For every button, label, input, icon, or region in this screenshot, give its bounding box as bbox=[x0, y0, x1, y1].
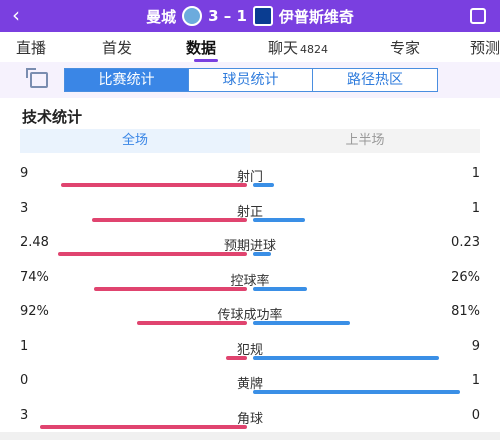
period-toggle: 全场 上半场 bbox=[20, 129, 480, 153]
stat-row: 92% 传球成功率 81% bbox=[0, 304, 500, 338]
away-stat-value: 1 bbox=[471, 373, 480, 388]
stat-row: 3 射正 1 bbox=[0, 201, 500, 235]
home-stat-bar bbox=[137, 321, 247, 325]
tab-expert[interactable]: 专家 bbox=[390, 39, 421, 57]
stat-name: 射门 bbox=[236, 170, 263, 185]
away-stat-value: 81% bbox=[451, 304, 480, 319]
home-stat-bar bbox=[94, 286, 247, 291]
home-stat-value: 92% bbox=[20, 304, 49, 319]
stat-row: 9 射门 1 bbox=[0, 166, 500, 200]
share-icon[interactable] bbox=[470, 8, 486, 24]
tab-stats[interactable]: 数据 bbox=[186, 39, 217, 57]
stat-row: 0 黄牌 1 bbox=[0, 373, 500, 407]
away-stat-value: 1 bbox=[471, 200, 480, 216]
home-stat-value: 9 bbox=[20, 166, 29, 181]
stat-row: 2.48 预期进球 0.23 bbox=[0, 235, 500, 269]
subtab-bar: 比赛统计 球员统计 路径热区 bbox=[0, 62, 500, 98]
stat-name: 射正 bbox=[236, 204, 263, 220]
home-stat-value: 3 bbox=[20, 407, 29, 423]
home-stat-bar bbox=[58, 252, 247, 256]
main-tabs: 直播 首发 数据 聊天 4824 专家 预测 bbox=[0, 32, 500, 62]
stat-name: 控球率 bbox=[230, 273, 270, 289]
away-stat-bar bbox=[253, 286, 307, 291]
back-chevron-icon[interactable]: ‹ bbox=[12, 3, 20, 27]
active-tab-indicator bbox=[194, 59, 218, 62]
away-stat-bar bbox=[253, 390, 460, 394]
match-score: 3 – 1 bbox=[208, 7, 247, 25]
stat-row: 74% 控球率 26% bbox=[0, 270, 500, 304]
tab-chat[interactable]: 聊天 4824 bbox=[268, 37, 328, 58]
home-stat-value: 0 bbox=[20, 373, 29, 388]
home-team-logo bbox=[182, 6, 203, 26]
home-stat-value: 74% bbox=[20, 269, 49, 285]
home-stat-value: 3 bbox=[20, 200, 29, 216]
tab-prediction[interactable]: 预测 bbox=[470, 39, 500, 57]
stat-row: 3 角球 0 bbox=[0, 408, 500, 440]
away-stat-value: 1 bbox=[471, 166, 480, 181]
home-stat-bar bbox=[61, 183, 247, 187]
away-stat-bar bbox=[253, 183, 274, 187]
period-full-match[interactable]: 全场 bbox=[20, 129, 250, 153]
match-header: ‹ 曼城 3 – 1 伊普斯维奇 bbox=[0, 0, 500, 32]
stat-name: 黄牌 bbox=[236, 377, 263, 392]
period-first-half[interactable]: 上半场 bbox=[250, 129, 480, 153]
tab-chat-label: 聊天 bbox=[268, 39, 299, 57]
stat-row: 1 犯规 9 bbox=[0, 339, 500, 373]
subtab-player-stats[interactable]: 球员统计 bbox=[189, 69, 313, 91]
chat-count: 4824 bbox=[300, 43, 329, 56]
stat-name: 角球 bbox=[236, 411, 263, 427]
away-stat-bar bbox=[253, 321, 350, 325]
away-stat-value: 0 bbox=[471, 407, 480, 423]
home-stat-bar bbox=[226, 355, 247, 360]
home-stat-bar bbox=[40, 424, 247, 429]
bottom-divider bbox=[0, 432, 500, 440]
home-team-name: 曼城 bbox=[146, 7, 177, 26]
home-stat-value: 1 bbox=[20, 338, 29, 354]
stat-name: 传球成功率 bbox=[217, 308, 283, 323]
away-stat-bar bbox=[253, 355, 439, 360]
section-title: 技术统计 bbox=[22, 108, 83, 126]
away-stat-value: 9 bbox=[471, 338, 480, 354]
away-stat-value: 0.23 bbox=[451, 235, 480, 250]
away-team-logo bbox=[252, 6, 273, 26]
away-team-name: 伊普斯维奇 bbox=[278, 7, 354, 26]
stat-name: 预期进球 bbox=[223, 239, 276, 254]
subtab-heatmap[interactable]: 路径热区 bbox=[313, 69, 437, 91]
away-stat-value: 26% bbox=[451, 269, 480, 285]
scoreline: 曼城 3 – 1 伊普斯维奇 bbox=[0, 0, 500, 32]
subtab-segment: 比赛统计 球员统计 路径热区 bbox=[64, 68, 438, 92]
tab-lineup[interactable]: 首发 bbox=[102, 39, 133, 57]
home-stat-bar bbox=[92, 217, 247, 222]
away-stat-bar bbox=[253, 252, 271, 256]
copy-icon[interactable] bbox=[26, 68, 48, 88]
away-stat-bar bbox=[253, 217, 305, 222]
stat-name: 犯规 bbox=[236, 342, 263, 358]
subtab-match-stats[interactable]: 比赛统计 bbox=[65, 69, 189, 91]
home-stat-value: 2.48 bbox=[20, 235, 49, 250]
tab-live[interactable]: 直播 bbox=[16, 39, 47, 57]
